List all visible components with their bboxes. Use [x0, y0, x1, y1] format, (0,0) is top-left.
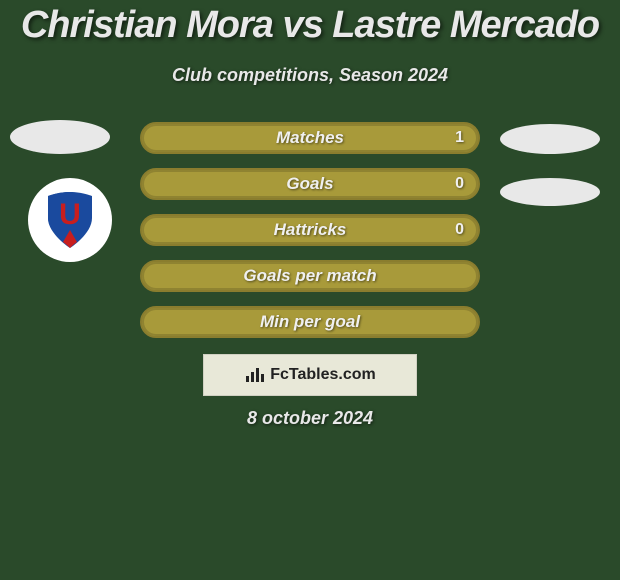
date-text: 8 october 2024 [0, 408, 620, 429]
player-right-avatar [500, 124, 600, 154]
stat-right-value: 0 [455, 175, 464, 193]
club-right-avatar [500, 178, 600, 206]
stat-bars: Matches 1 Goals 0 Hattricks 0 Goals per … [140, 122, 480, 352]
page-subtitle: Club competitions, Season 2024 [0, 65, 620, 86]
stat-right-value: 1 [455, 129, 464, 147]
stat-bar-min-per-goal: Min per goal [140, 306, 480, 338]
stat-label: Goals per match [243, 266, 376, 286]
stat-label: Hattricks [274, 220, 347, 240]
svg-text:U: U [59, 198, 81, 231]
footer-brand-box: FcTables.com [203, 354, 417, 396]
club-left-badge: U [28, 178, 112, 262]
page-title: Christian Mora vs Lastre Mercado [0, 0, 620, 47]
player-left-avatar [10, 120, 110, 154]
stat-right-value: 0 [455, 221, 464, 239]
stat-bar-matches: Matches 1 [140, 122, 480, 154]
bars-icon [244, 366, 266, 384]
stat-bar-goals: Goals 0 [140, 168, 480, 200]
stat-label: Matches [276, 128, 344, 148]
footer-brand-text: FcTables.com [270, 366, 376, 384]
stat-bar-goals-per-match: Goals per match [140, 260, 480, 292]
stat-label: Min per goal [260, 312, 360, 332]
stat-label: Goals [286, 174, 333, 194]
stat-bar-hattricks: Hattricks 0 [140, 214, 480, 246]
club-shield-icon: U [43, 190, 97, 250]
